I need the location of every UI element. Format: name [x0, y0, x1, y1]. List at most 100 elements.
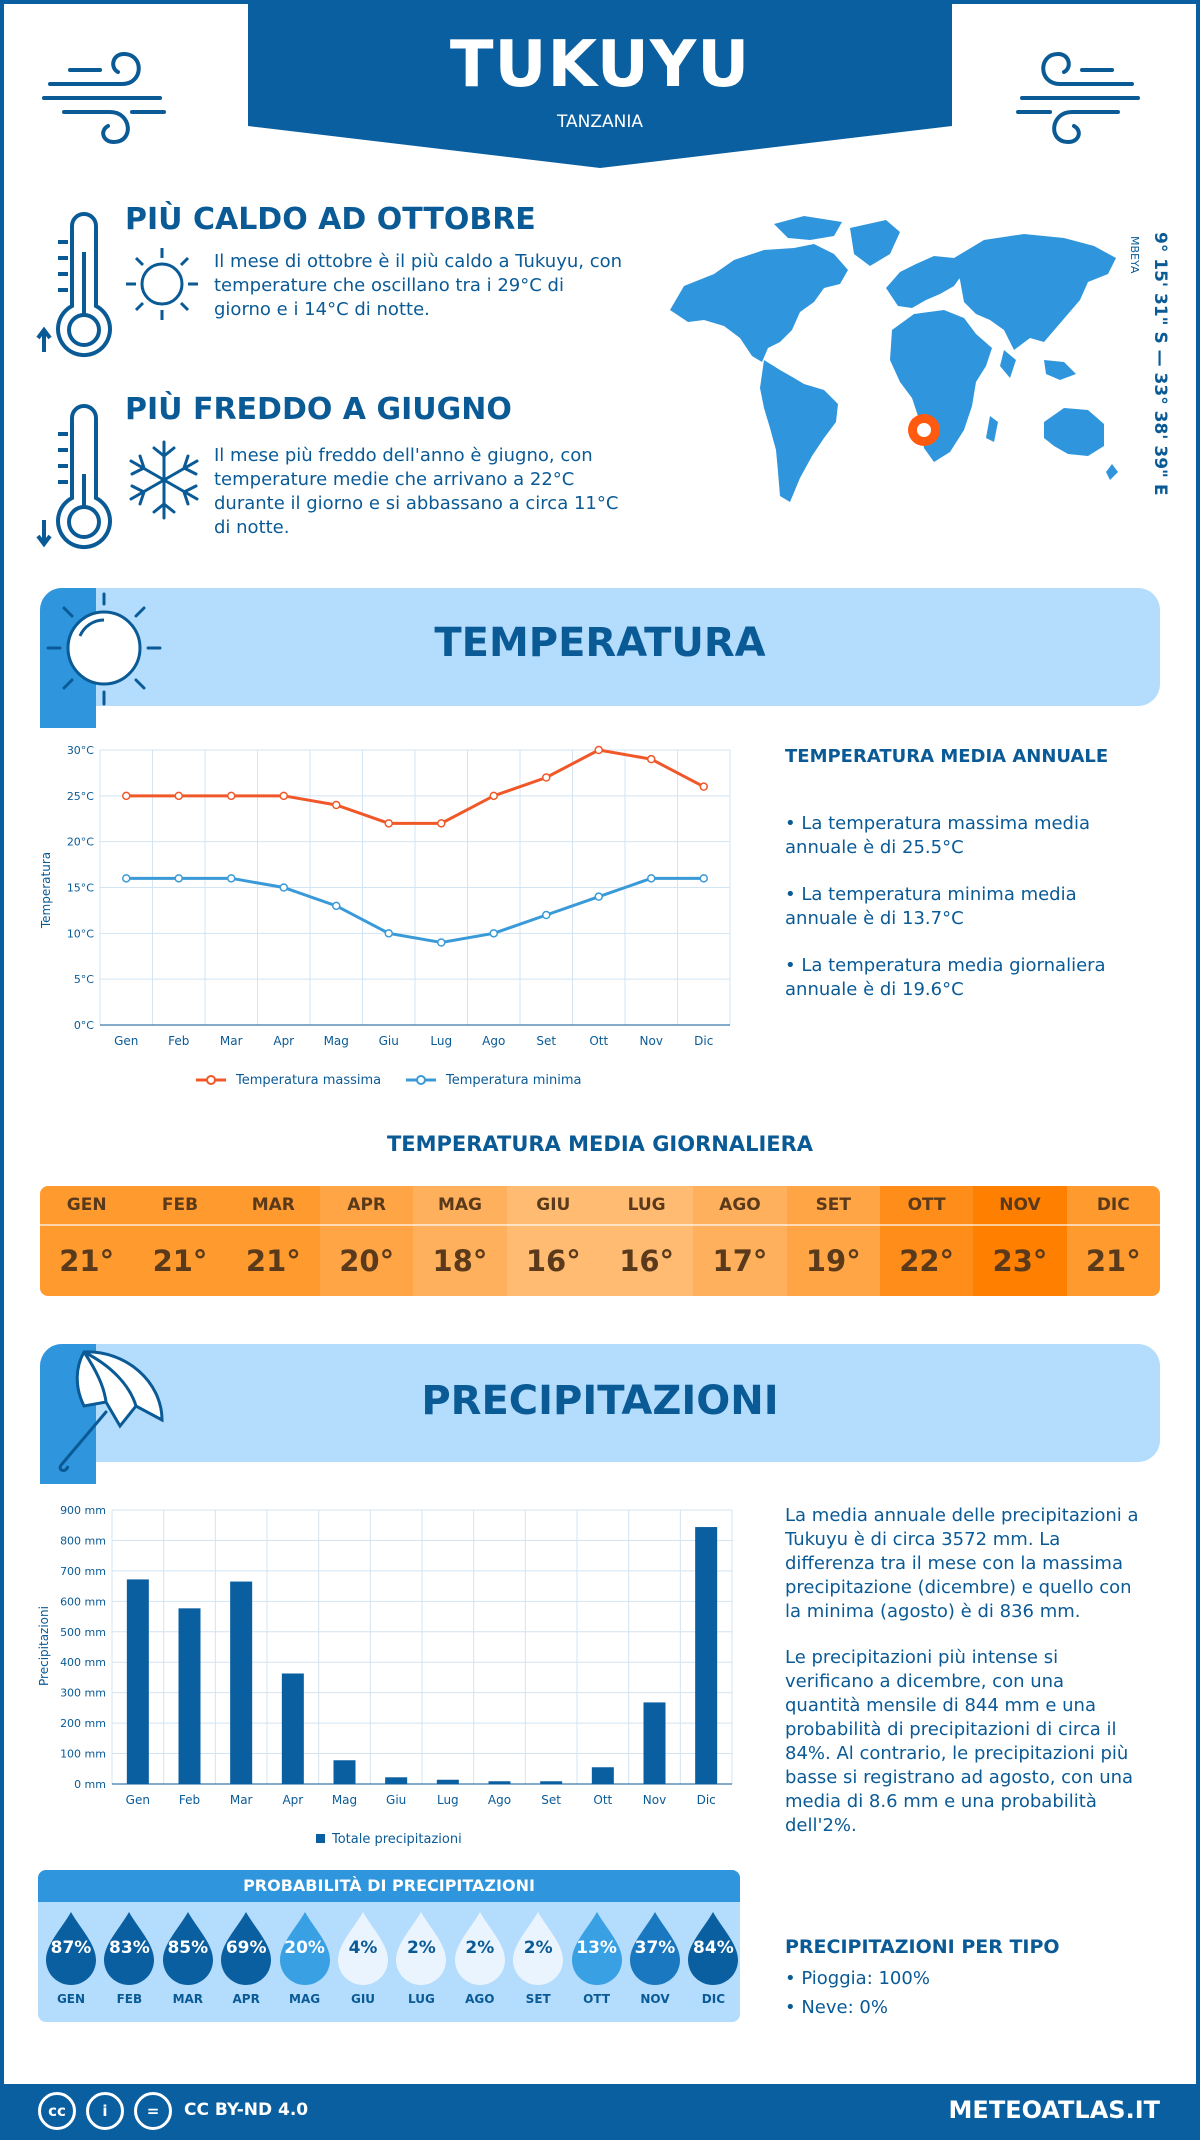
- probability-month: NOV: [640, 1992, 670, 2006]
- temperature-min-point: [594, 892, 603, 901]
- probability-value: 4%: [348, 1938, 378, 1958]
- temperature-x-tick: Feb: [168, 1034, 189, 1048]
- precipitation-y-tick: 600 mm: [60, 1595, 106, 1608]
- temperature-max-point: [647, 754, 656, 764]
- precipitation-x-tick: Gen: [126, 1793, 150, 1807]
- probability-month: DIC: [701, 1992, 725, 2006]
- legend-min: Temperatura minima: [445, 1073, 582, 1088]
- daily-mean-month: AGO: [719, 1195, 761, 1215]
- precipitation-bar: [178, 1608, 201, 1784]
- precipitation-x-tick: Ago: [488, 1793, 511, 1807]
- temperature-min-point: [122, 874, 131, 883]
- annual-temp-title: TEMPERATURA MEDIA ANNUALE: [785, 746, 1109, 767]
- probability-month: OTT: [583, 1992, 611, 2006]
- daily-mean-value: 22°: [879, 1224, 974, 1296]
- precipitation-bar: [488, 1781, 511, 1784]
- precipitation-bar: [333, 1760, 356, 1784]
- daily-mean-month: NOV: [999, 1195, 1041, 1215]
- annual-temp-bullet-mean: • La temperatura media giornaliera annua…: [785, 955, 1106, 1000]
- world-map: [670, 216, 1118, 502]
- precipitation-bar: [540, 1781, 563, 1784]
- precipitation-x-tick: Giu: [386, 1793, 406, 1807]
- snowflake-icon: [129, 440, 199, 520]
- umbrella-icon: [58, 1350, 164, 1472]
- probability-value: 87%: [50, 1938, 92, 1958]
- precipitation-banner: [40, 1344, 1160, 1462]
- temperature-y-tick: 5°C: [74, 973, 94, 986]
- probability-month: MAR: [172, 1992, 204, 2006]
- temperature-max-point: [227, 791, 236, 801]
- temperature-x-tick: Ago: [482, 1034, 505, 1048]
- daily-mean-cell: NOV 23°: [973, 1186, 1067, 1296]
- probability-value: 2%: [406, 1938, 436, 1958]
- region-name: MBEYA: [1128, 236, 1141, 274]
- daily-mean-month: DIC: [1096, 1195, 1130, 1215]
- temperature-legend: Temperatura massima Temperatura minima: [196, 1073, 582, 1088]
- temperature-banner: [40, 588, 1160, 706]
- temperature-max-point: [174, 791, 183, 801]
- precipitation-y-tick: 200 mm: [60, 1717, 106, 1730]
- annual-temp-bullet-max: • La temperatura massima media annuale è…: [785, 813, 1091, 858]
- wind-icon: [1016, 51, 1140, 145]
- daily-mean-value: 21°: [226, 1224, 320, 1296]
- precipitation-x-tick: Apr: [282, 1793, 303, 1807]
- daily-mean-month: APR: [347, 1195, 386, 1215]
- header-banner: [248, 0, 952, 170]
- coldest-title: PIÙ FREDDO A GIUGNO: [125, 392, 512, 427]
- precipitation-y-tick: 500 mm: [60, 1626, 106, 1639]
- cc-icon: cc: [38, 2092, 76, 2130]
- raindrop-icon: [571, 1912, 622, 1985]
- precipitation-y-tick: 700 mm: [60, 1565, 106, 1578]
- probability-value: 13%: [576, 1938, 617, 1958]
- daily-mean-cell: APR 20°: [319, 1186, 414, 1296]
- daily-mean-cell: AGO 17°: [693, 1186, 787, 1296]
- temperature-y-tick: 30°C: [67, 744, 94, 757]
- probability-drop: 87% GEN: [44, 1910, 98, 2006]
- raindrop-icon: [688, 1912, 739, 1985]
- temperature-max-point: [594, 745, 603, 755]
- precipitation-x-tick: Feb: [179, 1793, 200, 1807]
- temperature-title: TEMPERATURA: [434, 620, 766, 666]
- raindrop-icon: [338, 1912, 388, 1985]
- probability-drop: 2% AGO: [453, 1910, 507, 2006]
- probability-value: 83%: [109, 1938, 150, 1958]
- thermometer-icon: [36, 212, 112, 357]
- precip-type-snow: • Neve: 0%: [785, 1997, 888, 2018]
- temperature-max-point: [279, 791, 288, 801]
- probability-value: 20%: [284, 1938, 325, 1958]
- probability-value: 2%: [523, 1938, 553, 1958]
- temperature-y-tick: 20°C: [67, 836, 94, 849]
- probability-value: 2%: [465, 1938, 495, 1958]
- daily-mean-value: 19°: [786, 1224, 880, 1296]
- probability-drop: 69% APR: [219, 1910, 273, 2006]
- temperature-y-tick: 0°C: [74, 1019, 94, 1032]
- precipitation-bar: [591, 1767, 614, 1784]
- probability-value: 37%: [634, 1938, 676, 1958]
- temperature-max-point: [122, 791, 131, 801]
- annual-temp-bullet-min: • La temperatura minima media annuale è …: [785, 884, 1077, 929]
- coldest-text: Il mese più freddo dell'anno è giugno, c…: [214, 445, 619, 538]
- precipitation-bar: [281, 1673, 304, 1784]
- temperature-max-point: [542, 773, 551, 782]
- probability-drop: 83% FEB: [102, 1910, 156, 2006]
- raindrop-icon: [104, 1912, 155, 1985]
- probability-value: 84%: [693, 1938, 734, 1958]
- probability-month: LUG: [407, 1992, 435, 2006]
- precipitation-title: PRECIPITAZIONI: [421, 1378, 779, 1424]
- daily-mean-cell: LUG 16°: [599, 1186, 694, 1296]
- temperature-max-point: [384, 819, 393, 828]
- temperature-min-point: [437, 938, 446, 947]
- probability-drop: 37% NOV: [628, 1910, 682, 2006]
- brand-link[interactable]: METEOATLAS.IT: [948, 2096, 1160, 2124]
- probability-drop: 84% DIC: [686, 1910, 740, 2006]
- temperature-x-tick: Gen: [114, 1034, 138, 1048]
- daily-mean-table: GEN 21° FEB 21° MAR 21° APR 20° MAG 18° GIU 16° LUG 1…: [40, 1186, 1160, 1296]
- daily-mean-cell: MAR 21°: [226, 1186, 320, 1296]
- precipitation-bar: [230, 1581, 253, 1784]
- precipitation-bar: [695, 1527, 718, 1784]
- temperature-min-point: [542, 910, 551, 920]
- attribution-icon: i: [86, 2092, 124, 2130]
- precipitation-y-tick: 300 mm: [60, 1687, 106, 1700]
- temperature-x-tick: Ott: [589, 1034, 608, 1048]
- temperature-min-point: [384, 929, 393, 938]
